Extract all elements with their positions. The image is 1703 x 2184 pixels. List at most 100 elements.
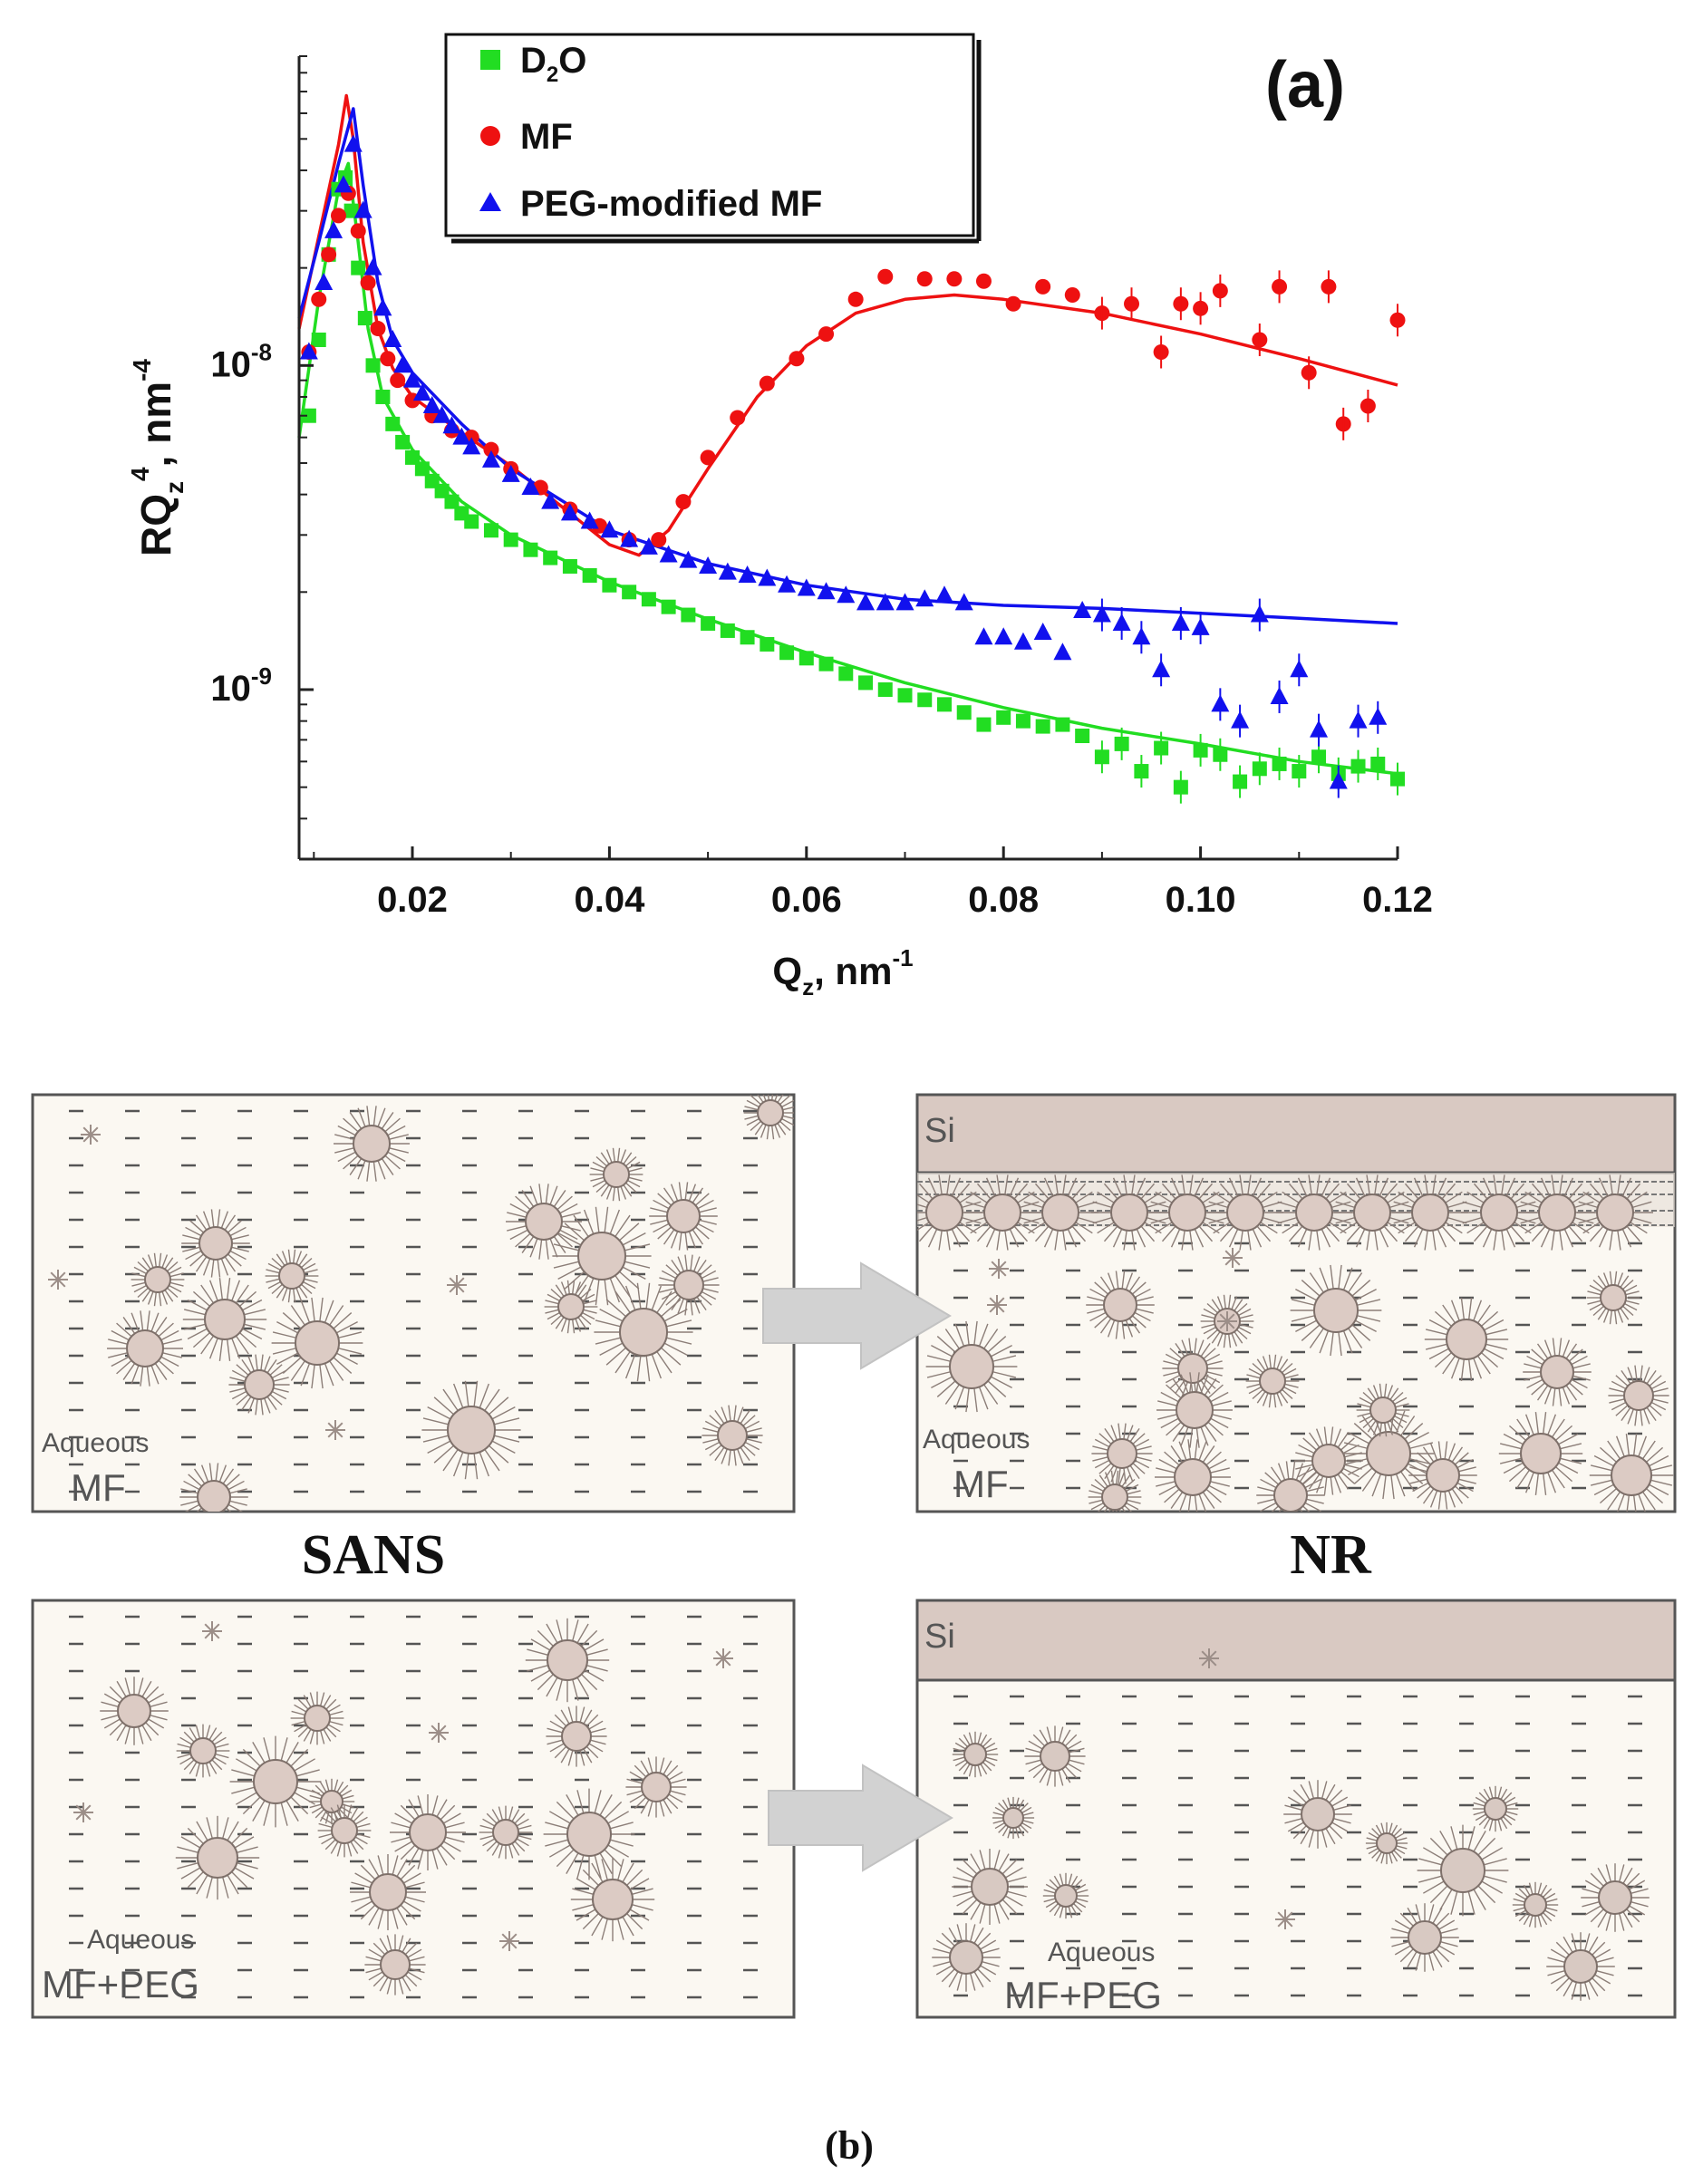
surfactant-chain	[927, 1228, 938, 1248]
surfactant-chain	[560, 1709, 570, 1725]
surfactant-chain	[1098, 1463, 1112, 1474]
surfactant-chain	[150, 1701, 168, 1708]
surfactant-chain	[1437, 1177, 1447, 1197]
surfactant-chain	[1205, 1451, 1222, 1466]
surfactant-chain	[1187, 1439, 1192, 1460]
surfactant-chain	[1368, 1847, 1379, 1855]
surfactant-chain	[545, 1309, 559, 1314]
surfactant-chain	[200, 1335, 215, 1355]
surfactant-chain	[1524, 1472, 1534, 1493]
point-square-0-7	[357, 311, 373, 326]
surfactant-chain	[695, 1193, 710, 1206]
surfactant-chain	[442, 1448, 459, 1472]
surfactant-chain	[1437, 1228, 1447, 1248]
surfactant-chain	[1256, 1183, 1272, 1200]
surfactant-chain	[182, 1234, 200, 1241]
surfactant-chain	[1353, 1423, 1373, 1440]
surfactant-chain	[1321, 1177, 1331, 1197]
surfactant-chain	[1568, 1183, 1583, 1200]
surfactant-chain	[1587, 1300, 1601, 1305]
surfactant-chain	[1625, 1300, 1640, 1305]
surfactant-chain	[368, 1948, 383, 1958]
panel-sans-mf-sample: MF	[71, 1466, 126, 1509]
surfactant-chain	[116, 1359, 132, 1375]
surfactant-chain	[350, 1841, 359, 1854]
magnetic-nanoparticle	[1623, 1380, 1654, 1411]
surfactant-chain	[670, 1778, 686, 1784]
surfactant-chain	[484, 1448, 500, 1472]
surfactant-chain	[1104, 1507, 1108, 1512]
surfactant-chain	[1572, 1375, 1591, 1381]
surfactant-chain	[1194, 1439, 1198, 1460]
surfactant-chain	[1342, 1330, 1353, 1354]
surfactant-chain	[402, 1938, 411, 1953]
surfactant-chain	[1622, 1911, 1633, 1928]
surfactant-chain	[200, 1284, 215, 1304]
surfactant-chain	[566, 1319, 571, 1334]
surfactant-chain	[282, 1312, 302, 1329]
surfactant-chain	[1622, 1305, 1634, 1317]
surfactant-chain	[1505, 1228, 1516, 1248]
surfactant-chain	[183, 1731, 195, 1743]
surfactant-chain	[514, 1812, 526, 1824]
surfactant-chain	[150, 1714, 168, 1721]
surfactant-chain	[1156, 1467, 1176, 1474]
surfactant-chain	[590, 1167, 605, 1173]
surfactant-chain	[433, 1445, 455, 1464]
surfactant-chain	[1021, 1822, 1032, 1830]
surfactant-chain	[516, 1838, 529, 1847]
surfactant-chain	[1537, 1882, 1543, 1895]
surfactant-chain	[354, 1816, 368, 1825]
surfactant-chain	[1075, 1191, 1093, 1203]
surfactant-chain	[1213, 1222, 1231, 1234]
surfactant-chain	[1076, 1898, 1089, 1903]
surfactant-chain	[1641, 1440, 1656, 1460]
surfactant-chain	[285, 1800, 299, 1822]
surfactant-chain	[1483, 1788, 1491, 1800]
surfactant-chain	[1634, 1365, 1638, 1382]
surfactant-chain	[1392, 1391, 1404, 1403]
surfactant-chain	[1620, 1308, 1630, 1320]
surfactant-chain	[1219, 1183, 1234, 1200]
surfactant-chain	[1434, 1310, 1452, 1327]
surfactant-chain	[1609, 1398, 1625, 1404]
surfactant-chain	[661, 1270, 677, 1280]
surfactant-chain	[295, 1287, 303, 1301]
surfactant-chain	[304, 1269, 318, 1274]
panel-sans-mf-medium: Aqueous	[42, 1428, 149, 1458]
surfactant-chain	[1455, 1452, 1469, 1465]
surfactant-chain	[252, 1800, 266, 1822]
surfactant-chain	[607, 1844, 629, 1858]
magnetic-nanoparticle	[1295, 1193, 1333, 1232]
surfactant-chain	[968, 1764, 973, 1777]
surfactant-chain	[1206, 1302, 1218, 1314]
surfactant-chain	[1180, 1374, 1189, 1394]
surfactant-chain	[137, 1726, 144, 1744]
surfactant-chain	[1409, 1442, 1434, 1449]
magnetic-nanoparticle	[1440, 1848, 1485, 1893]
surfactant-chain	[1638, 1493, 1646, 1512]
surfactant-chain	[782, 1115, 794, 1120]
surfactant-chain	[1200, 1426, 1209, 1446]
surfactant-chain	[984, 1759, 996, 1767]
surfactant-chain	[1067, 1763, 1082, 1773]
surfactant-chain	[1127, 1425, 1134, 1441]
surfactant-chain	[553, 1261, 579, 1269]
magnetic-nanoparticle	[666, 1199, 701, 1233]
point-square-0-10	[385, 416, 401, 431]
point-triangle-2-31	[758, 568, 777, 586]
surfactant-chain	[576, 1790, 585, 1813]
surfactant-chain	[213, 1736, 227, 1745]
surfactant-chain	[926, 1355, 951, 1362]
surfactant-chain	[1200, 1374, 1209, 1394]
surfactant-chain	[1257, 1498, 1275, 1504]
surfactant-chain	[1550, 1948, 1567, 1959]
surfactant-chain	[983, 1329, 999, 1349]
surfactant-chain	[1573, 1216, 1594, 1224]
point-square-0-36	[818, 656, 834, 672]
surfactant-chain	[303, 1280, 316, 1290]
surfactant-chain	[1418, 1875, 1442, 1883]
surfactant-chain	[491, 1842, 500, 1856]
surfactant-chain	[766, 1125, 770, 1140]
surfactant-chain	[252, 1742, 266, 1764]
